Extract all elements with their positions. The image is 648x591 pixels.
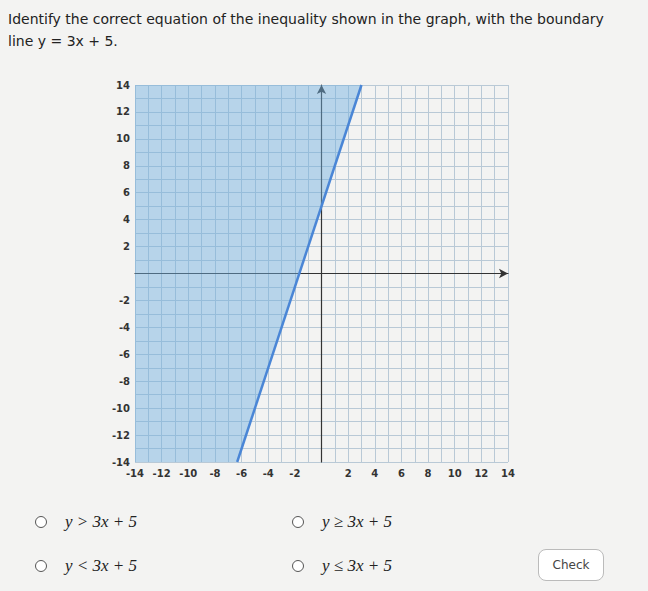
svg-text:-12: -12 [112,430,130,441]
svg-text:2: 2 [123,241,130,252]
svg-text:-8: -8 [209,468,220,479]
html-text:Identify the correct equation: Identify the correct equation of the ine… [8,11,604,27]
svg-text:12: 12 [116,106,130,117]
svg-text:10: 10 [448,468,462,479]
svg-text:-4: -4 [119,322,130,333]
html-text:y > 3x + 5: y > 3x + 5 [65,512,137,531]
svg-text:-12: -12 [153,468,171,479]
svg-text:-2: -2 [119,295,130,306]
html-text:y ≥ 3x + 5: y ≥ 3x + 5 [322,512,392,531]
svg-text:4: 4 [123,214,130,225]
svg-text:-10: -10 [179,468,197,479]
svg-text:12: 12 [474,468,488,479]
svg-text:8: 8 [123,160,130,171]
svg-text:-6: -6 [236,468,247,479]
svg-text:-14: -14 [126,468,144,479]
svg-text:-10: -10 [112,403,130,414]
svg-text:6: 6 [123,187,130,198]
svg-text:-8: -8 [119,376,130,387]
svg-text:14: 14 [501,468,515,479]
svg-text:6: 6 [398,468,405,479]
svg-text:2: 2 [345,468,352,479]
html-text:Check: Check [552,558,590,572]
svg-text:8: 8 [425,468,432,479]
html-text:y ≤ 3x + 5: y ≤ 3x + 5 [322,556,392,575]
html-text:line y = 3x + 5.: line y = 3x + 5. [8,33,118,49]
svg-text:-2: -2 [289,468,300,479]
svg-text:-4: -4 [263,468,274,479]
svg-text:4: 4 [371,468,378,479]
svg-text:-6: -6 [119,349,130,360]
html-text:y < 3x + 5: y < 3x + 5 [65,556,137,575]
svg-text:10: 10 [116,133,130,144]
svg-text:14: 14 [116,80,130,91]
svg-text:-14: -14 [112,457,130,468]
